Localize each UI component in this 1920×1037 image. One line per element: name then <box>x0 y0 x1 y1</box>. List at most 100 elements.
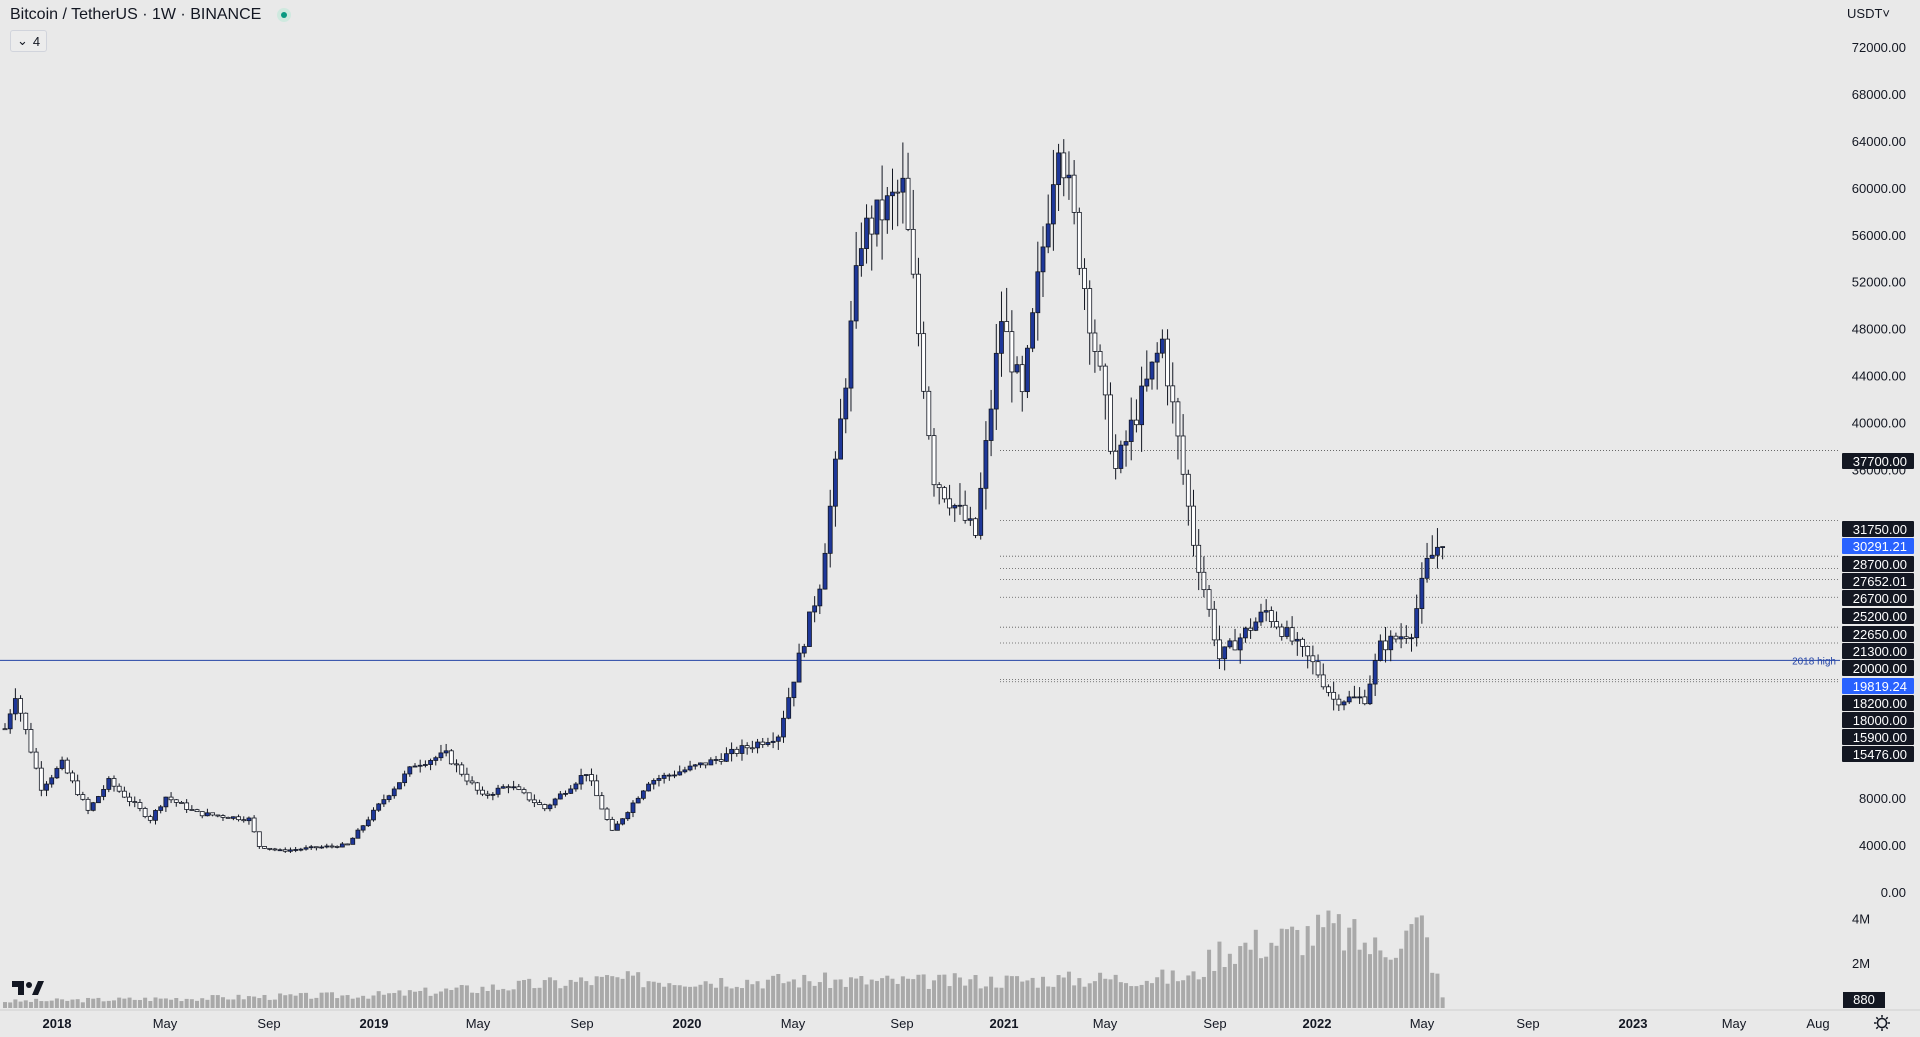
candle-body <box>407 766 413 775</box>
candle-body <box>1341 701 1347 706</box>
candle-body <box>1419 577 1425 609</box>
candle-body <box>599 795 605 810</box>
price-tag-label: 20000.00 <box>1853 661 1907 676</box>
candle-body <box>1082 267 1087 289</box>
volume-bar <box>345 995 350 1008</box>
candle-body <box>12 698 18 715</box>
candle-body <box>988 408 994 441</box>
candle-body <box>205 812 210 817</box>
candle-body <box>1310 655 1316 663</box>
x-tick-label: May <box>1722 1016 1747 1031</box>
candle-body <box>236 816 241 821</box>
volume-bar <box>1233 963 1238 1008</box>
volume-bar <box>1357 949 1362 1008</box>
candle-body <box>708 759 714 766</box>
volume-bar <box>848 977 853 1008</box>
price-tag-label: 19819.24 <box>1853 679 1907 694</box>
candle-body <box>630 802 636 813</box>
currency-selector[interactable]: USDT˅ <box>1847 6 1890 21</box>
candle-body <box>1284 627 1290 637</box>
candle-body <box>884 195 890 221</box>
volume-bar <box>1352 919 1357 1008</box>
candle-body <box>729 748 734 755</box>
candle-body <box>781 717 786 738</box>
candle-body <box>817 588 823 607</box>
candle-body <box>812 605 818 613</box>
candle-body <box>516 786 522 790</box>
candle-body <box>1294 638 1300 642</box>
volume-bar <box>1025 980 1030 1008</box>
candle-body <box>210 812 216 816</box>
symbol-title[interactable]: Bitcoin / TetherUS · 1W · BINANCE <box>10 6 262 23</box>
candle-body <box>1180 435 1186 475</box>
candle-body <box>926 390 932 437</box>
candle-body <box>397 782 402 790</box>
volume-bar <box>137 999 142 1008</box>
candle-body <box>661 774 667 779</box>
price-tag-label: 37700.00 <box>1853 454 1907 469</box>
volume-bar <box>1367 954 1372 1008</box>
volume-bar <box>335 998 340 1008</box>
gear-icon[interactable] <box>1873 1014 1891 1032</box>
volume-bar <box>293 995 298 1008</box>
candle-body <box>1071 174 1077 213</box>
volume-bar <box>522 980 526 1008</box>
candle-body <box>1388 635 1394 651</box>
volume-bar <box>329 992 334 1008</box>
volume-bar <box>1295 929 1300 1008</box>
volume-bar <box>1362 942 1367 1008</box>
volume-bar <box>54 998 59 1008</box>
candle-body <box>345 843 350 846</box>
volume-bar <box>179 1001 184 1008</box>
candle-body <box>1357 696 1362 699</box>
volume-bar <box>833 979 838 1008</box>
volume-bar <box>750 984 755 1008</box>
candle-body <box>225 816 231 819</box>
volume-bar <box>594 976 599 1008</box>
candle-body <box>101 788 107 797</box>
candle-body <box>246 817 252 822</box>
candle-body <box>531 799 537 804</box>
volume-bar <box>682 986 687 1008</box>
candle-body <box>1377 640 1383 661</box>
volume-bar <box>117 997 122 1008</box>
candle-body <box>282 849 288 852</box>
volume-bar <box>1175 981 1180 1008</box>
candle-body <box>142 808 148 818</box>
volume-bar <box>1248 949 1253 1008</box>
volume-bar <box>641 987 646 1008</box>
volume-bar <box>1336 914 1341 1008</box>
volume-bar <box>797 987 802 1008</box>
candle-body <box>18 698 23 714</box>
candle-body <box>822 552 828 590</box>
candle-body <box>199 811 205 817</box>
candle-body <box>1268 610 1274 622</box>
volume-bar <box>340 995 345 1008</box>
volume-bar <box>1041 976 1045 1008</box>
candle-body <box>1243 627 1248 639</box>
volume-bar <box>859 976 864 1008</box>
price-tag-label: 25200.00 <box>1853 609 1907 624</box>
candle-body <box>1045 223 1051 248</box>
price-tag <box>1842 453 1914 469</box>
candle-body <box>1435 546 1440 556</box>
candle-body <box>801 646 807 654</box>
candle-body <box>116 785 122 792</box>
volume-bar <box>1414 917 1419 1008</box>
candle-body <box>38 767 44 791</box>
indicator-toggle-button[interactable]: ⌄ 4 <box>10 30 48 52</box>
volume-bar <box>662 986 667 1008</box>
volume-bar <box>630 975 635 1008</box>
volume-bar <box>189 999 194 1008</box>
price-tag-label: 15900.00 <box>1853 730 1907 745</box>
volume-bar <box>989 976 994 1008</box>
candle-body <box>542 804 548 810</box>
volume-bar <box>1342 950 1347 1008</box>
candle-body <box>718 759 724 762</box>
volume-bar <box>869 979 874 1008</box>
x-tick-label: May <box>1410 1016 1435 1031</box>
volume-bar <box>1020 981 1025 1008</box>
candle-body <box>153 810 158 821</box>
volume-bar <box>49 1000 54 1008</box>
